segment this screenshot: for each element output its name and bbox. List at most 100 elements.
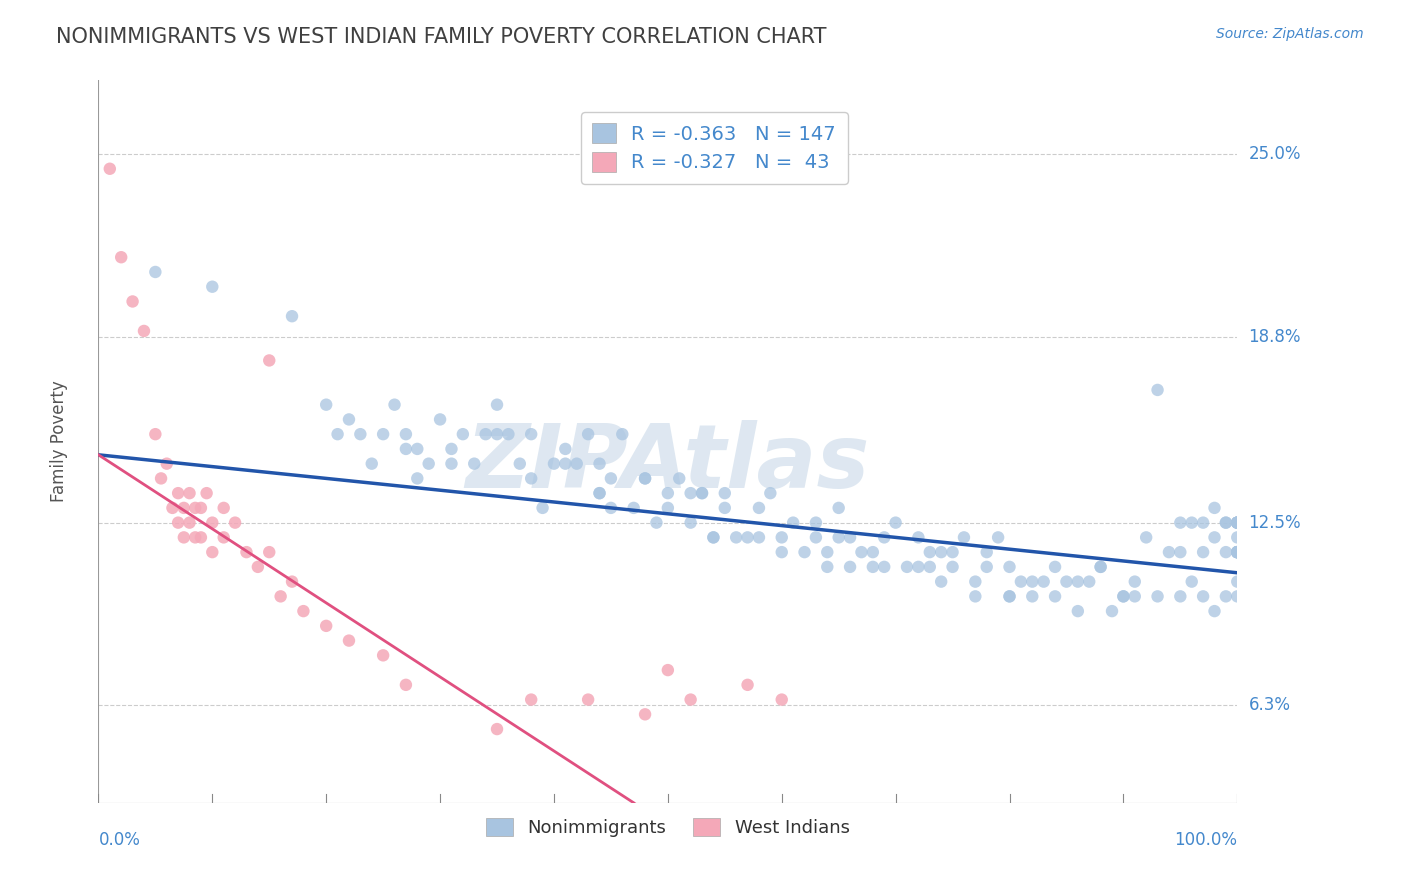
Point	[315, 398, 337, 412]
Point	[873, 530, 896, 544]
Point	[474, 427, 496, 442]
Text: 0.0%: 0.0%	[98, 830, 141, 848]
Point	[1204, 604, 1226, 618]
Text: Source: ZipAtlas.com: Source: ZipAtlas.com	[1216, 27, 1364, 41]
Point	[110, 250, 132, 264]
Point	[292, 604, 315, 618]
Point	[184, 530, 207, 544]
Point	[201, 545, 224, 559]
Point	[1021, 590, 1043, 604]
Point	[1170, 545, 1192, 559]
Point	[429, 412, 451, 426]
Point	[657, 500, 679, 515]
Point	[554, 457, 576, 471]
Text: Family Poverty: Family Poverty	[49, 381, 67, 502]
Point	[360, 457, 382, 471]
Point	[1146, 383, 1168, 397]
Point	[1204, 500, 1226, 515]
Point	[748, 530, 770, 544]
Point	[1170, 590, 1192, 604]
Point	[384, 398, 406, 412]
Point	[862, 560, 884, 574]
Point	[1043, 590, 1066, 604]
Point	[212, 530, 235, 544]
Point	[600, 500, 623, 515]
Point	[839, 530, 862, 544]
Point	[1032, 574, 1054, 589]
Point	[987, 530, 1010, 544]
Point	[634, 471, 657, 485]
Point	[337, 412, 360, 426]
Point	[679, 486, 702, 500]
Point	[737, 530, 759, 544]
Point	[702, 530, 724, 544]
Point	[623, 500, 645, 515]
Point	[1226, 545, 1249, 559]
Point	[1226, 545, 1249, 559]
Point	[815, 545, 838, 559]
Point	[1192, 545, 1215, 559]
Point	[463, 457, 485, 471]
Point	[884, 516, 907, 530]
Point	[1146, 590, 1168, 604]
Point	[1112, 590, 1135, 604]
Point	[588, 486, 610, 500]
Point	[702, 530, 724, 544]
Point	[315, 619, 337, 633]
Point	[371, 427, 394, 442]
Point	[565, 457, 588, 471]
Text: NONIMMIGRANTS VS WEST INDIAN FAMILY POVERTY CORRELATION CHART: NONIMMIGRANTS VS WEST INDIAN FAMILY POVE…	[56, 27, 827, 46]
Point	[190, 500, 212, 515]
Point	[246, 560, 269, 574]
Point	[793, 545, 815, 559]
Point	[815, 560, 838, 574]
Point	[714, 486, 737, 500]
Point	[554, 442, 576, 456]
Point	[907, 560, 929, 574]
Point	[1010, 574, 1032, 589]
Point	[1078, 574, 1101, 589]
Point	[851, 545, 873, 559]
Point	[828, 500, 851, 515]
Point	[976, 560, 998, 574]
Point	[326, 427, 349, 442]
Point	[543, 457, 565, 471]
Point	[1123, 590, 1146, 604]
Point	[162, 500, 184, 515]
Point	[998, 590, 1021, 604]
Point	[998, 560, 1021, 574]
Point	[1226, 574, 1249, 589]
Point	[690, 486, 713, 500]
Point	[862, 545, 884, 559]
Point	[1226, 516, 1249, 530]
Point	[509, 457, 531, 471]
Point	[440, 442, 463, 456]
Point	[150, 471, 173, 485]
Point	[195, 486, 218, 500]
Point	[520, 427, 543, 442]
Point	[576, 692, 599, 706]
Text: 25.0%: 25.0%	[1249, 145, 1301, 163]
Point	[839, 560, 862, 574]
Point	[212, 500, 235, 515]
Point	[395, 427, 418, 442]
Point	[440, 457, 463, 471]
Point	[804, 516, 827, 530]
Point	[1226, 516, 1249, 530]
Point	[406, 442, 429, 456]
Point	[1204, 530, 1226, 544]
Point	[918, 560, 941, 574]
Point	[690, 486, 713, 500]
Point	[486, 722, 509, 736]
Point	[657, 663, 679, 677]
Point	[179, 516, 201, 530]
Point	[167, 516, 190, 530]
Point	[1215, 516, 1237, 530]
Point	[634, 471, 657, 485]
Point	[486, 427, 509, 442]
Point	[145, 265, 167, 279]
Point	[612, 427, 634, 442]
Point	[259, 353, 281, 368]
Point	[190, 530, 212, 544]
Text: 6.3%: 6.3%	[1249, 697, 1291, 714]
